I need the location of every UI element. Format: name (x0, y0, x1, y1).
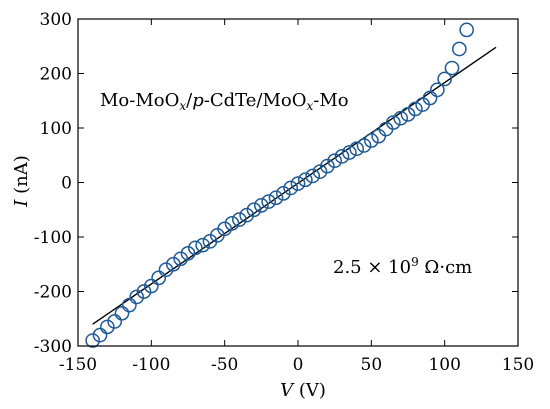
x-tick-label: -100 (132, 355, 170, 375)
data-point (158, 262, 174, 278)
y-tick-label: 100 (40, 119, 72, 139)
data-point (85, 333, 101, 348)
data-point (195, 237, 211, 253)
marker-layer (85, 22, 475, 348)
resistivity-label: 2.5 × 109 Ω·cm (333, 255, 472, 278)
data-point (268, 190, 284, 206)
data-point (143, 278, 159, 294)
data-point (99, 319, 115, 335)
fit-line-layer (92, 46, 497, 325)
x-tick-label: 100 (428, 355, 460, 375)
data-point (224, 216, 240, 231)
data-point (121, 297, 137, 313)
x-tick-label: 50 (361, 355, 383, 375)
data-point (385, 115, 401, 130)
data-point (165, 256, 181, 272)
data-point (305, 168, 321, 184)
data-point (349, 141, 365, 157)
data-point (231, 212, 247, 227)
data-point (363, 133, 379, 148)
data-point (341, 145, 357, 160)
x-axis-title: V (V) (280, 380, 326, 401)
data-point (180, 246, 196, 261)
data-point (173, 251, 189, 267)
y-tick-label: 0 (61, 174, 72, 194)
x-tick-label: -150 (59, 355, 97, 375)
data-point (107, 314, 123, 329)
data-point (246, 202, 262, 218)
data-point (334, 148, 350, 164)
y-tick-label: 300 (40, 10, 72, 30)
data-point (239, 207, 255, 223)
data-point (217, 221, 233, 237)
y-tick-label: -200 (34, 283, 72, 303)
data-point (312, 164, 328, 179)
data-point (283, 180, 299, 196)
data-point (253, 198, 269, 213)
data-point (459, 22, 475, 38)
data-point (356, 138, 372, 153)
linear-fit-line (92, 46, 497, 325)
data-point (151, 270, 167, 286)
data-point (275, 186, 291, 201)
data-point (437, 71, 453, 87)
data-point (444, 60, 460, 76)
data-point (297, 172, 313, 188)
data-point (407, 101, 423, 117)
tick-layer: -150 -100 -50 0 50 100 150 -300 -200 -100 0 100 200 3… (34, 10, 534, 375)
y-tick-label: -100 (34, 228, 72, 248)
x-tick-label: -50 (211, 355, 238, 375)
data-point (451, 41, 467, 57)
data-point (422, 90, 438, 106)
data-point (114, 305, 130, 321)
data-point (261, 194, 277, 209)
x-tick-label: 150 (502, 355, 534, 375)
data-point (129, 289, 145, 305)
device-structure-label: Mo-MoOx/p-CdTe/MoOx-Mo (100, 90, 349, 113)
data-point (187, 240, 203, 256)
y-axis-title: I (nA) (11, 155, 32, 207)
data-point (319, 158, 335, 174)
data-point (400, 107, 416, 122)
data-point (92, 327, 108, 343)
y-tick-label: -300 (34, 337, 72, 357)
data-point (136, 284, 152, 299)
data-point (429, 82, 445, 98)
data-point (290, 176, 306, 191)
y-tick-label: 200 (40, 65, 72, 85)
data-point (393, 110, 409, 126)
data-point (327, 153, 343, 169)
x-tick-label: 0 (293, 355, 304, 375)
